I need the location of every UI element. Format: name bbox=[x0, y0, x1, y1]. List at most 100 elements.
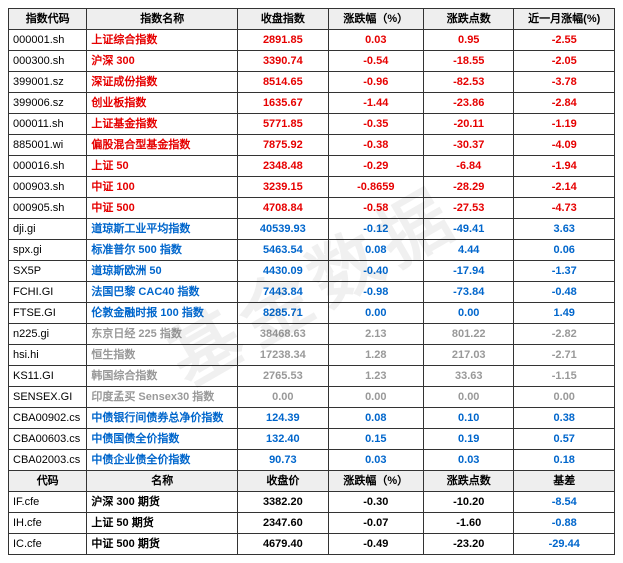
cell-chg: 0.00 bbox=[328, 303, 423, 324]
cell-chg: 0.15 bbox=[328, 429, 423, 450]
cell-chg: -0.49 bbox=[328, 534, 423, 555]
cell-name: 中证 500 期货 bbox=[87, 534, 238, 555]
cell-code: hsi.hi bbox=[9, 345, 87, 366]
cell-name: 伦敦金融时报 100 指数 bbox=[87, 303, 238, 324]
cell-code: 399006.sz bbox=[9, 93, 87, 114]
cell-mon: -3.78 bbox=[514, 72, 615, 93]
cell-pts: -73.84 bbox=[424, 282, 514, 303]
cell-chg: -0.40 bbox=[328, 261, 423, 282]
cell-close: 1635.67 bbox=[238, 93, 328, 114]
cell-mon: -0.48 bbox=[514, 282, 615, 303]
cell-pts: -30.37 bbox=[424, 135, 514, 156]
cell-close: 3382.20 bbox=[238, 492, 328, 513]
table-row: 399001.sz深证成份指数8514.65-0.96-82.53-3.78 bbox=[9, 72, 615, 93]
cell-name: 东京日经 225 指数 bbox=[87, 324, 238, 345]
cell-code: 000905.sh bbox=[9, 198, 87, 219]
cell-mon: -1.15 bbox=[514, 366, 615, 387]
hdr-close: 收盘指数 bbox=[238, 9, 328, 30]
cell-mon: -1.94 bbox=[514, 156, 615, 177]
cell-name: 沪深 300 bbox=[87, 51, 238, 72]
hdr2-pts: 涨跌点数 bbox=[424, 471, 514, 492]
cell-code: 000016.sh bbox=[9, 156, 87, 177]
hdr2-code: 代码 bbox=[9, 471, 87, 492]
cell-close: 90.73 bbox=[238, 450, 328, 471]
cell-close: 17238.34 bbox=[238, 345, 328, 366]
cell-close: 40539.93 bbox=[238, 219, 328, 240]
cell-code: 000903.sh bbox=[9, 177, 87, 198]
cell-pts: 4.44 bbox=[424, 240, 514, 261]
cell-chg: -1.44 bbox=[328, 93, 423, 114]
cell-mon: -0.88 bbox=[514, 513, 615, 534]
cell-pts: 801.22 bbox=[424, 324, 514, 345]
cell-pts: -17.94 bbox=[424, 261, 514, 282]
cell-close: 124.39 bbox=[238, 408, 328, 429]
cell-code: CBA00603.cs bbox=[9, 429, 87, 450]
cell-name: 偏股混合型基金指数 bbox=[87, 135, 238, 156]
cell-code: CBA00902.cs bbox=[9, 408, 87, 429]
cell-close: 3390.74 bbox=[238, 51, 328, 72]
table-row: 000903.sh中证 1003239.15-0.8659-28.29-2.14 bbox=[9, 177, 615, 198]
cell-name: 标准普尔 500 指数 bbox=[87, 240, 238, 261]
hdr-chg: 涨跌幅（%） bbox=[328, 9, 423, 30]
table-row: CBA02003.cs中债企业债全价指数90.730.030.030.18 bbox=[9, 450, 615, 471]
cell-name: 深证成份指数 bbox=[87, 72, 238, 93]
cell-name: 上证基金指数 bbox=[87, 114, 238, 135]
cell-code: IC.cfe bbox=[9, 534, 87, 555]
cell-mon: -1.37 bbox=[514, 261, 615, 282]
cell-code: 885001.wi bbox=[9, 135, 87, 156]
cell-name: 韩国综合指数 bbox=[87, 366, 238, 387]
cell-mon: 0.18 bbox=[514, 450, 615, 471]
cell-close: 4430.09 bbox=[238, 261, 328, 282]
cell-pts: 0.10 bbox=[424, 408, 514, 429]
cell-mon: -2.14 bbox=[514, 177, 615, 198]
cell-mon: 0.57 bbox=[514, 429, 615, 450]
cell-pts: -28.29 bbox=[424, 177, 514, 198]
hdr-code: 指数代码 bbox=[9, 9, 87, 30]
table-row: dji.gi道琼斯工业平均指数40539.93-0.12-49.413.63 bbox=[9, 219, 615, 240]
cell-name: 中债企业债全价指数 bbox=[87, 450, 238, 471]
table-row: CBA00902.cs中债银行间债券总净价指数124.390.080.100.3… bbox=[9, 408, 615, 429]
cell-code: KS11.GI bbox=[9, 366, 87, 387]
cell-code: SENSEX.GI bbox=[9, 387, 87, 408]
cell-pts: -27.53 bbox=[424, 198, 514, 219]
cell-chg: -0.35 bbox=[328, 114, 423, 135]
cell-pts: -23.20 bbox=[424, 534, 514, 555]
cell-close: 4708.84 bbox=[238, 198, 328, 219]
cell-name: 创业板指数 bbox=[87, 93, 238, 114]
cell-code: SX5P bbox=[9, 261, 87, 282]
cell-pts: -23.86 bbox=[424, 93, 514, 114]
hdr2-close: 收盘价 bbox=[238, 471, 328, 492]
table-row: 000300.sh沪深 3003390.74-0.54-18.55-2.05 bbox=[9, 51, 615, 72]
cell-name: 印度孟买 Sensex30 指数 bbox=[87, 387, 238, 408]
cell-code: spx.gi bbox=[9, 240, 87, 261]
cell-name: 法国巴黎 CAC40 指数 bbox=[87, 282, 238, 303]
cell-pts: -10.20 bbox=[424, 492, 514, 513]
cell-chg: -0.38 bbox=[328, 135, 423, 156]
cell-chg: -0.29 bbox=[328, 156, 423, 177]
table-row: IC.cfe中证 500 期货4679.40-0.49-23.20-29.44 bbox=[9, 534, 615, 555]
cell-pts: 0.03 bbox=[424, 450, 514, 471]
cell-pts: 0.00 bbox=[424, 303, 514, 324]
cell-name: 上证 50 期货 bbox=[87, 513, 238, 534]
cell-mon: -2.71 bbox=[514, 345, 615, 366]
table-row: 000011.sh上证基金指数5771.85-0.35-20.11-1.19 bbox=[9, 114, 615, 135]
cell-close: 4679.40 bbox=[238, 534, 328, 555]
cell-chg: 0.03 bbox=[328, 450, 423, 471]
cell-code: 000001.sh bbox=[9, 30, 87, 51]
cell-mon: -4.09 bbox=[514, 135, 615, 156]
cell-chg: 0.08 bbox=[328, 240, 423, 261]
cell-close: 8514.65 bbox=[238, 72, 328, 93]
cell-mon: -2.05 bbox=[514, 51, 615, 72]
cell-chg: -0.96 bbox=[328, 72, 423, 93]
table-row: FTSE.GI伦敦金融时报 100 指数8285.710.000.001.49 bbox=[9, 303, 615, 324]
cell-mon: -2.82 bbox=[514, 324, 615, 345]
cell-name: 中证 500 bbox=[87, 198, 238, 219]
cell-close: 5463.54 bbox=[238, 240, 328, 261]
cell-close: 132.40 bbox=[238, 429, 328, 450]
table-row: 885001.wi偏股混合型基金指数7875.92-0.38-30.37-4.0… bbox=[9, 135, 615, 156]
table-row: 399006.sz创业板指数1635.67-1.44-23.86-2.84 bbox=[9, 93, 615, 114]
cell-chg: -0.54 bbox=[328, 51, 423, 72]
hdr2-chg: 涨跌幅（%） bbox=[328, 471, 423, 492]
hdr-mon: 近一月涨幅(%) bbox=[514, 9, 615, 30]
cell-mon: 0.00 bbox=[514, 387, 615, 408]
